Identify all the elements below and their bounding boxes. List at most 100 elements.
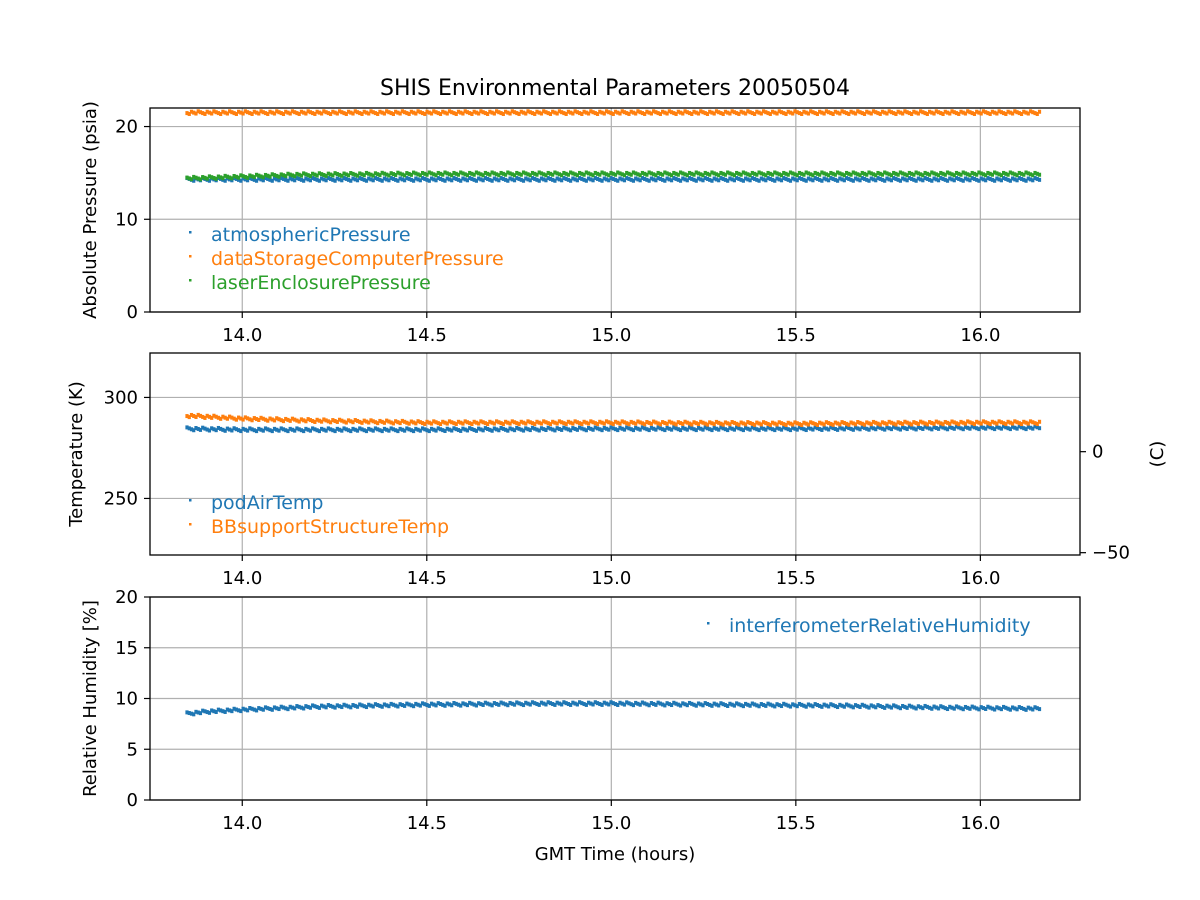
data-point — [261, 428, 265, 433]
data-point — [876, 111, 880, 116]
data-point — [779, 421, 784, 426]
data-point — [791, 176, 795, 181]
data-point — [768, 176, 772, 181]
data-point — [757, 704, 761, 709]
data-point — [367, 176, 371, 181]
data-point — [400, 109, 404, 114]
data-point — [930, 706, 934, 711]
data-point — [299, 705, 304, 710]
data-point — [752, 426, 757, 431]
data-point — [492, 111, 496, 116]
data-point — [270, 178, 274, 183]
data-point — [721, 426, 725, 431]
data-point — [669, 110, 674, 115]
data-point — [346, 704, 351, 709]
data-point — [916, 421, 920, 426]
data-point — [997, 109, 1001, 114]
data-point — [582, 109, 586, 114]
data-point — [694, 178, 698, 183]
data-point — [299, 109, 304, 114]
data-point — [732, 427, 736, 432]
data-point — [409, 703, 413, 708]
data-point — [618, 700, 622, 705]
data-point — [591, 178, 595, 183]
data-point — [954, 170, 959, 175]
data-point — [416, 172, 420, 177]
data-point — [773, 704, 777, 709]
data-point — [1022, 426, 1026, 431]
data-point — [494, 172, 499, 177]
data-point — [631, 178, 636, 183]
data-point — [535, 419, 539, 424]
data-point — [676, 427, 680, 432]
data-point — [793, 420, 797, 425]
data-point — [387, 704, 391, 709]
data-point — [921, 426, 925, 431]
data-point — [553, 428, 557, 433]
data-point — [598, 427, 602, 432]
data-point — [1033, 421, 1037, 426]
legend-label: BBsupportStructureTemp — [211, 516, 449, 538]
data-point — [328, 111, 333, 116]
data-point — [382, 426, 387, 431]
data-point — [748, 173, 752, 178]
data-point — [968, 173, 972, 178]
data-point — [676, 177, 680, 182]
data-point — [876, 424, 880, 429]
data-point — [750, 701, 754, 706]
data-point — [243, 415, 247, 420]
data-point — [952, 178, 956, 183]
data-point — [486, 111, 490, 116]
data-point — [907, 703, 911, 708]
data-point — [927, 177, 932, 182]
data-point — [986, 170, 990, 175]
data-point — [537, 170, 541, 175]
data-point — [311, 426, 315, 431]
data-point — [993, 178, 997, 183]
data-point — [613, 177, 618, 182]
data-point — [840, 420, 844, 425]
data-point — [362, 173, 366, 178]
data-point — [223, 709, 227, 714]
data-point — [349, 429, 353, 434]
data-point — [786, 172, 790, 177]
data-point — [198, 711, 203, 716]
data-point — [968, 426, 972, 431]
data-point — [344, 427, 348, 432]
data-point — [423, 427, 427, 432]
data-point — [986, 176, 990, 181]
data-point — [557, 172, 562, 177]
data-point — [344, 703, 348, 708]
data-point — [737, 171, 741, 176]
data-point — [945, 427, 950, 432]
data-point — [342, 426, 346, 431]
data-point — [358, 419, 362, 424]
data-point — [254, 178, 259, 183]
data-point — [712, 176, 716, 181]
data-point — [371, 428, 375, 433]
data-point — [800, 702, 804, 707]
data-point — [566, 702, 570, 707]
data-point — [896, 420, 900, 425]
data-point — [239, 178, 243, 183]
data-point — [793, 703, 797, 708]
data-point — [261, 110, 265, 115]
data-point — [290, 427, 295, 432]
data-point — [194, 111, 198, 116]
data-point — [652, 701, 656, 706]
data-point — [838, 425, 842, 430]
data-point — [519, 702, 523, 707]
data-point — [385, 172, 389, 177]
data-point — [990, 419, 994, 424]
data-point — [638, 702, 642, 707]
data-point — [625, 421, 629, 426]
data-point — [764, 110, 768, 115]
data-point — [746, 420, 750, 425]
data-point — [907, 111, 911, 116]
data-point — [548, 422, 553, 427]
data-point — [578, 700, 582, 705]
data-point — [517, 111, 521, 116]
data-point — [503, 427, 508, 432]
data-point — [703, 111, 707, 116]
data-point — [993, 110, 997, 115]
